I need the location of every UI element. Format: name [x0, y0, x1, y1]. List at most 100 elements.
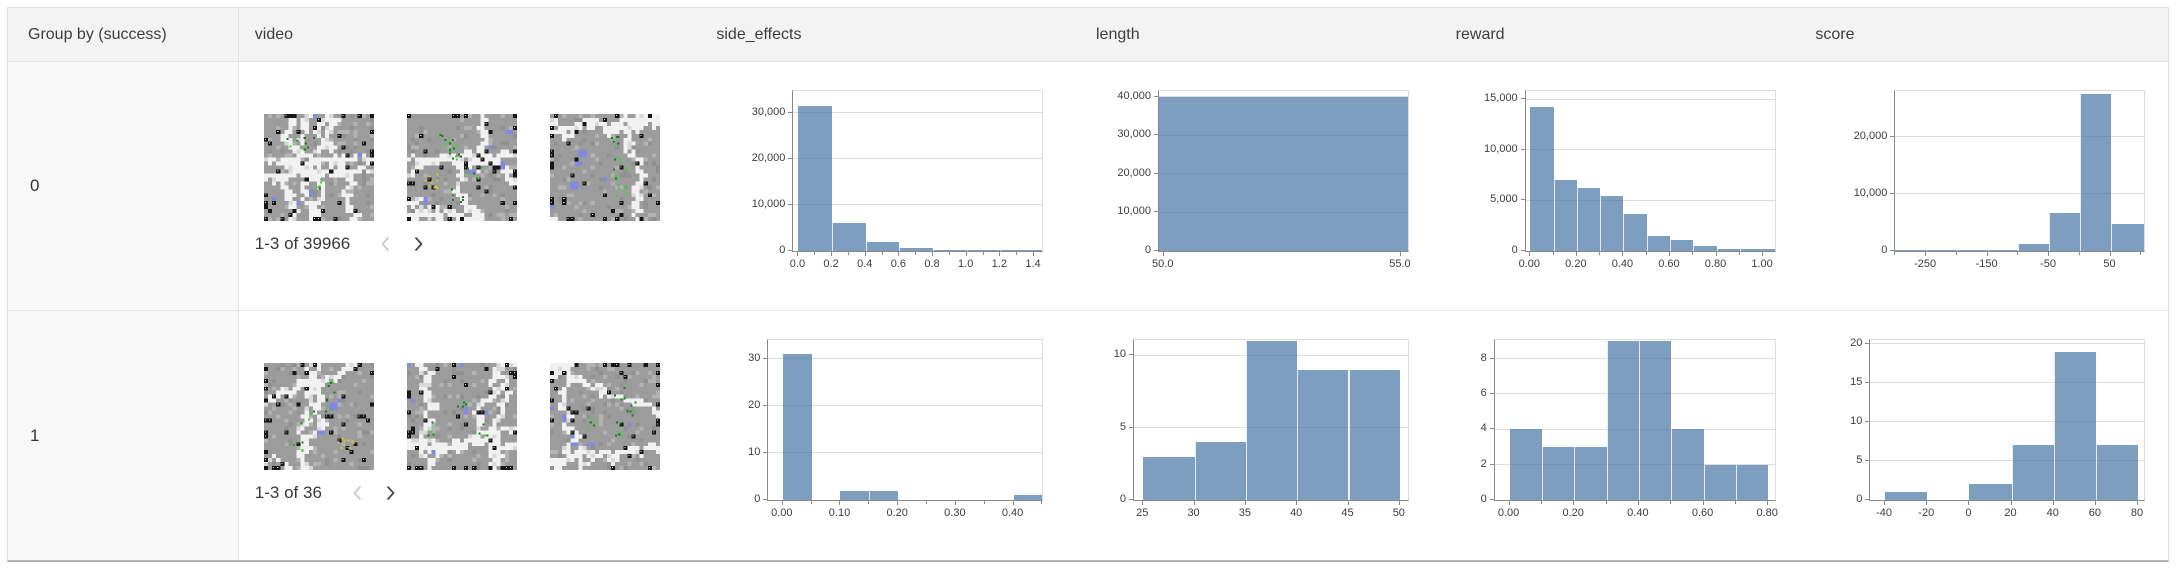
histogram-bar	[1530, 107, 1554, 251]
table-row: 1 1-3 of 36 0 10 20 30 0.00 0.10 0.20 0.30 0.40 …	[8, 311, 2168, 560]
histogram-bar	[2018, 244, 2050, 251]
x-minor-tick-mark	[2017, 251, 2019, 255]
x-tick-mark	[1715, 251, 1717, 256]
histogram-bar	[1574, 446, 1607, 500]
reward-histogram[interactable]: 0 2 4 6 8 0.00 0.20 0.40 0.60 0.80	[1474, 339, 1778, 531]
y-gridline	[1525, 149, 1775, 151]
x-tick-mark	[999, 251, 1001, 256]
video-cell: 1-3 of 39966	[239, 62, 701, 310]
histogram-bar	[1606, 340, 1639, 500]
x-tick-label: 50.0	[1152, 258, 1174, 270]
y-tick-label: 15	[1850, 375, 1863, 388]
x-tick-label: 0.80	[1756, 507, 1778, 519]
y-gridline	[1870, 460, 2145, 462]
next-page-button[interactable]	[385, 485, 396, 501]
side-effects-histogram[interactable]: 0 10,000 20,000 30,000 0.0 0.2 0.4 0.6 0.8 1.0 1.2…	[741, 90, 1044, 282]
x-tick-mark	[1575, 251, 1577, 256]
x-tick-mark	[1244, 500, 1246, 505]
x-tick-label: -20	[1918, 507, 1935, 519]
x-tick-label: 45	[1341, 507, 1354, 519]
histogram-bar	[1159, 96, 1409, 251]
x-tick-mark	[1032, 251, 1034, 256]
x-tick-label: 0.40	[1611, 258, 1634, 270]
x-tick-mark	[898, 251, 900, 256]
histogram-bar	[1693, 245, 1717, 251]
length-histogram[interactable]: 0 5 10 25 30 35 40 45 50	[1107, 339, 1410, 531]
x-tick-label: 0.10	[828, 507, 851, 519]
x-tick-mark	[1637, 500, 1639, 505]
y-tick-label: 10	[748, 445, 761, 458]
y-gridline	[793, 204, 1043, 206]
score-histogram[interactable]: 0 10,000 20,000 -250 -150 -50 50	[1843, 90, 2146, 282]
x-tick-label: 20	[2004, 507, 2017, 519]
x-minor-tick-mark	[915, 251, 917, 255]
x-tick-mark	[1012, 500, 1014, 505]
video-thumbnail[interactable]	[549, 114, 660, 221]
column-header-score[interactable]: score	[1815, 25, 1855, 43]
x-tick-mark	[1399, 251, 1401, 256]
x-minor-tick-mark	[1041, 500, 1043, 504]
x-tick-label: 40	[2046, 507, 2059, 519]
y-tick-mark	[1520, 98, 1525, 100]
x-minor-tick-mark	[1670, 500, 1672, 504]
video-thumbnail[interactable]	[263, 363, 374, 470]
prev-page-button[interactable]	[352, 485, 363, 501]
video-thumbnail[interactable]	[549, 363, 660, 470]
histogram-bar	[1969, 484, 2012, 500]
side-effects-histogram[interactable]: 0 10 20 30 0.00 0.10 0.20 0.30 0.40	[741, 339, 1044, 531]
next-page-button[interactable]	[413, 236, 424, 252]
y-gridline	[793, 158, 1043, 160]
x-tick-mark	[1986, 251, 1988, 256]
histogram-bar	[1348, 369, 1400, 500]
chevron-left-icon	[352, 485, 363, 501]
x-minor-tick-mark	[982, 251, 984, 255]
y-tick-label: 20,000	[1117, 166, 1152, 179]
x-tick-label: 0.0	[789, 258, 806, 270]
x-minor-tick-mark	[1738, 251, 1740, 255]
plot-area	[792, 90, 1044, 252]
reward-histogram[interactable]: 0 5,000 10,000 15,000 0.00 0.20 0.40 0.60 0.80 1.…	[1474, 90, 1776, 282]
x-tick-mark	[2109, 251, 2111, 256]
column-header-length[interactable]: length	[1096, 25, 1140, 43]
x-tick-mark	[1508, 500, 1510, 505]
length-histogram[interactable]: 0 10,000 20,000 30,000 40,000 50.0 55.0	[1107, 89, 1410, 282]
column-header-side-effects[interactable]: side_effects	[716, 25, 802, 43]
y-tick-mark	[1129, 499, 1134, 500]
y-tick-label: 10,000	[751, 197, 786, 210]
x-tick-label: 80	[2130, 507, 2144, 519]
prev-page-button[interactable]	[380, 236, 391, 252]
score-histogram[interactable]: 0 5 10 15 20 -40 -20 0 20 40 60 80	[1843, 337, 2146, 531]
video-thumbnail[interactable]	[263, 114, 374, 221]
y-gridline	[793, 112, 1043, 114]
histogram-cell-length: 0 5 10 25 30 35 40 45 50	[1080, 311, 1440, 560]
histogram-bar	[2079, 93, 2111, 251]
y-tick-mark	[1520, 199, 1525, 201]
x-minor-tick-mark	[868, 500, 870, 504]
pagination-label: 1-3 of 39966	[254, 234, 351, 253]
x-tick-label: 50	[2103, 258, 2116, 270]
y-tick-label: 40,000	[1117, 89, 1152, 102]
y-tick-label: 6	[1480, 386, 1487, 399]
y-tick-mark	[1865, 342, 1870, 344]
y-gridline	[1159, 96, 1409, 98]
video-thumbnail[interactable]	[406, 114, 517, 221]
column-header-video[interactable]: video	[254, 25, 294, 43]
column-header-reward[interactable]: reward	[1455, 25, 1505, 43]
y-tick-mark	[788, 203, 793, 205]
y-tick-mark	[1154, 95, 1159, 97]
x-tick-mark	[1193, 500, 1195, 505]
y-tick-mark	[788, 250, 793, 251]
y-tick-mark	[1154, 211, 1159, 213]
column-header-group-by[interactable]: Group by (success)	[8, 8, 239, 61]
plot-area	[1158, 90, 1410, 252]
chevron-right-icon	[385, 485, 396, 501]
x-tick-mark	[1702, 500, 1704, 505]
y-tick-label: 4	[1480, 422, 1487, 435]
x-tick-mark	[1398, 500, 1400, 505]
histogram-cell-reward: 0 5,000 10,000 15,000 0.00 0.20 0.40 0.60 0.80 1.…	[1440, 62, 1800, 310]
x-tick-label: 1.00	[1751, 258, 1773, 270]
video-thumbnail[interactable]	[406, 363, 517, 470]
x-minor-tick-mark	[1894, 251, 1896, 255]
video-thumbnails	[263, 114, 701, 221]
y-gridline	[768, 358, 1043, 360]
